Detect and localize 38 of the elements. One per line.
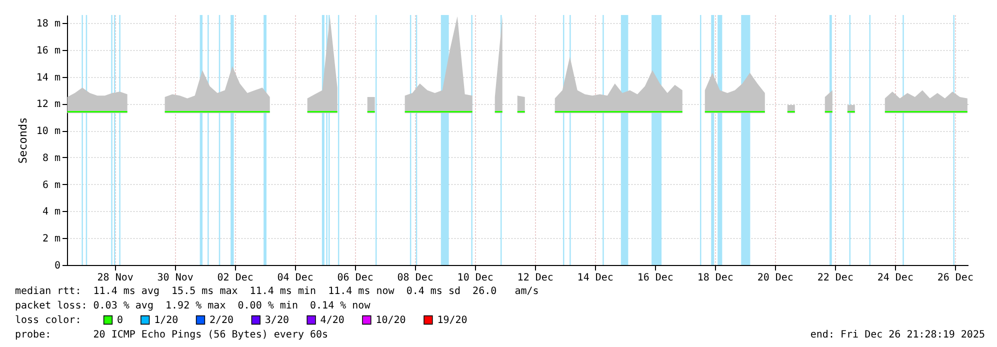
- text: median rtt: 11.4 ms avg 15.5 ms max 11.4 ms min 11.4 ms now 0.4 ms sd 26.0 am/s: [15, 286, 539, 297]
- legend-label: 10/20: [376, 315, 406, 326]
- y-tick-label: 8 m: [42, 152, 60, 164]
- legend-label: 0: [117, 315, 124, 326]
- y-tick-label: 16 m: [36, 45, 60, 56]
- x-tick-label: 04 Dec: [277, 272, 314, 284]
- y-tick-label: 0: [54, 260, 60, 272]
- x-tick-label: 24 Dec: [877, 272, 914, 284]
- x-tick-label: 22 Dec: [817, 272, 854, 284]
- y-axis-title: Seconds: [16, 117, 30, 164]
- x-tick-label: 14 Dec: [577, 272, 614, 284]
- legend-label: 1/20: [154, 315, 178, 326]
- y-tick-label: 18 m: [36, 18, 60, 30]
- y-tick-label: 10 m: [36, 126, 60, 138]
- legend-label: 4/20: [320, 315, 344, 326]
- legend-label: 2/20: [210, 315, 234, 326]
- legend-title: loss color:: [15, 315, 82, 326]
- x-tick-label: 08 Dec: [397, 272, 434, 284]
- text: packet loss: 0.03 % avg 1.92 % max 0.00 % min 0.14 % now: [15, 300, 372, 312]
- text: end: Fri Dec 26 21:28:19 2025: [810, 330, 985, 340]
- y-tick-label: 12 m: [36, 99, 60, 110]
- x-tick-label: 02 Dec: [217, 272, 254, 284]
- x-tick-label: 30 Nov: [157, 272, 194, 284]
- y-tick-label: 6 m: [42, 180, 60, 191]
- x-tick-label: 10 Dec: [457, 272, 494, 284]
- x-tick-label: 26 Dec: [937, 272, 974, 284]
- legend-label: 19/20: [437, 315, 468, 326]
- x-tick-label: 16 Dec: [637, 272, 674, 284]
- x-tick-label: 06 Dec: [337, 272, 374, 284]
- x-tick-label: 18 Dec: [697, 272, 734, 284]
- legend-label: 3/20: [264, 315, 289, 326]
- text: probe: 20 ICMP Echo Pings (56 Bytes) every 60s: [15, 330, 328, 340]
- y-tick-label: 4 m: [42, 206, 60, 218]
- y-tick-label: 14 m: [36, 72, 60, 84]
- y-tick-label: 2 m: [42, 234, 60, 245]
- x-tick-label: 28 Nov: [97, 272, 134, 284]
- x-tick-label: 12 Dec: [517, 272, 554, 284]
- x-tick-label: 20 Dec: [757, 272, 794, 284]
